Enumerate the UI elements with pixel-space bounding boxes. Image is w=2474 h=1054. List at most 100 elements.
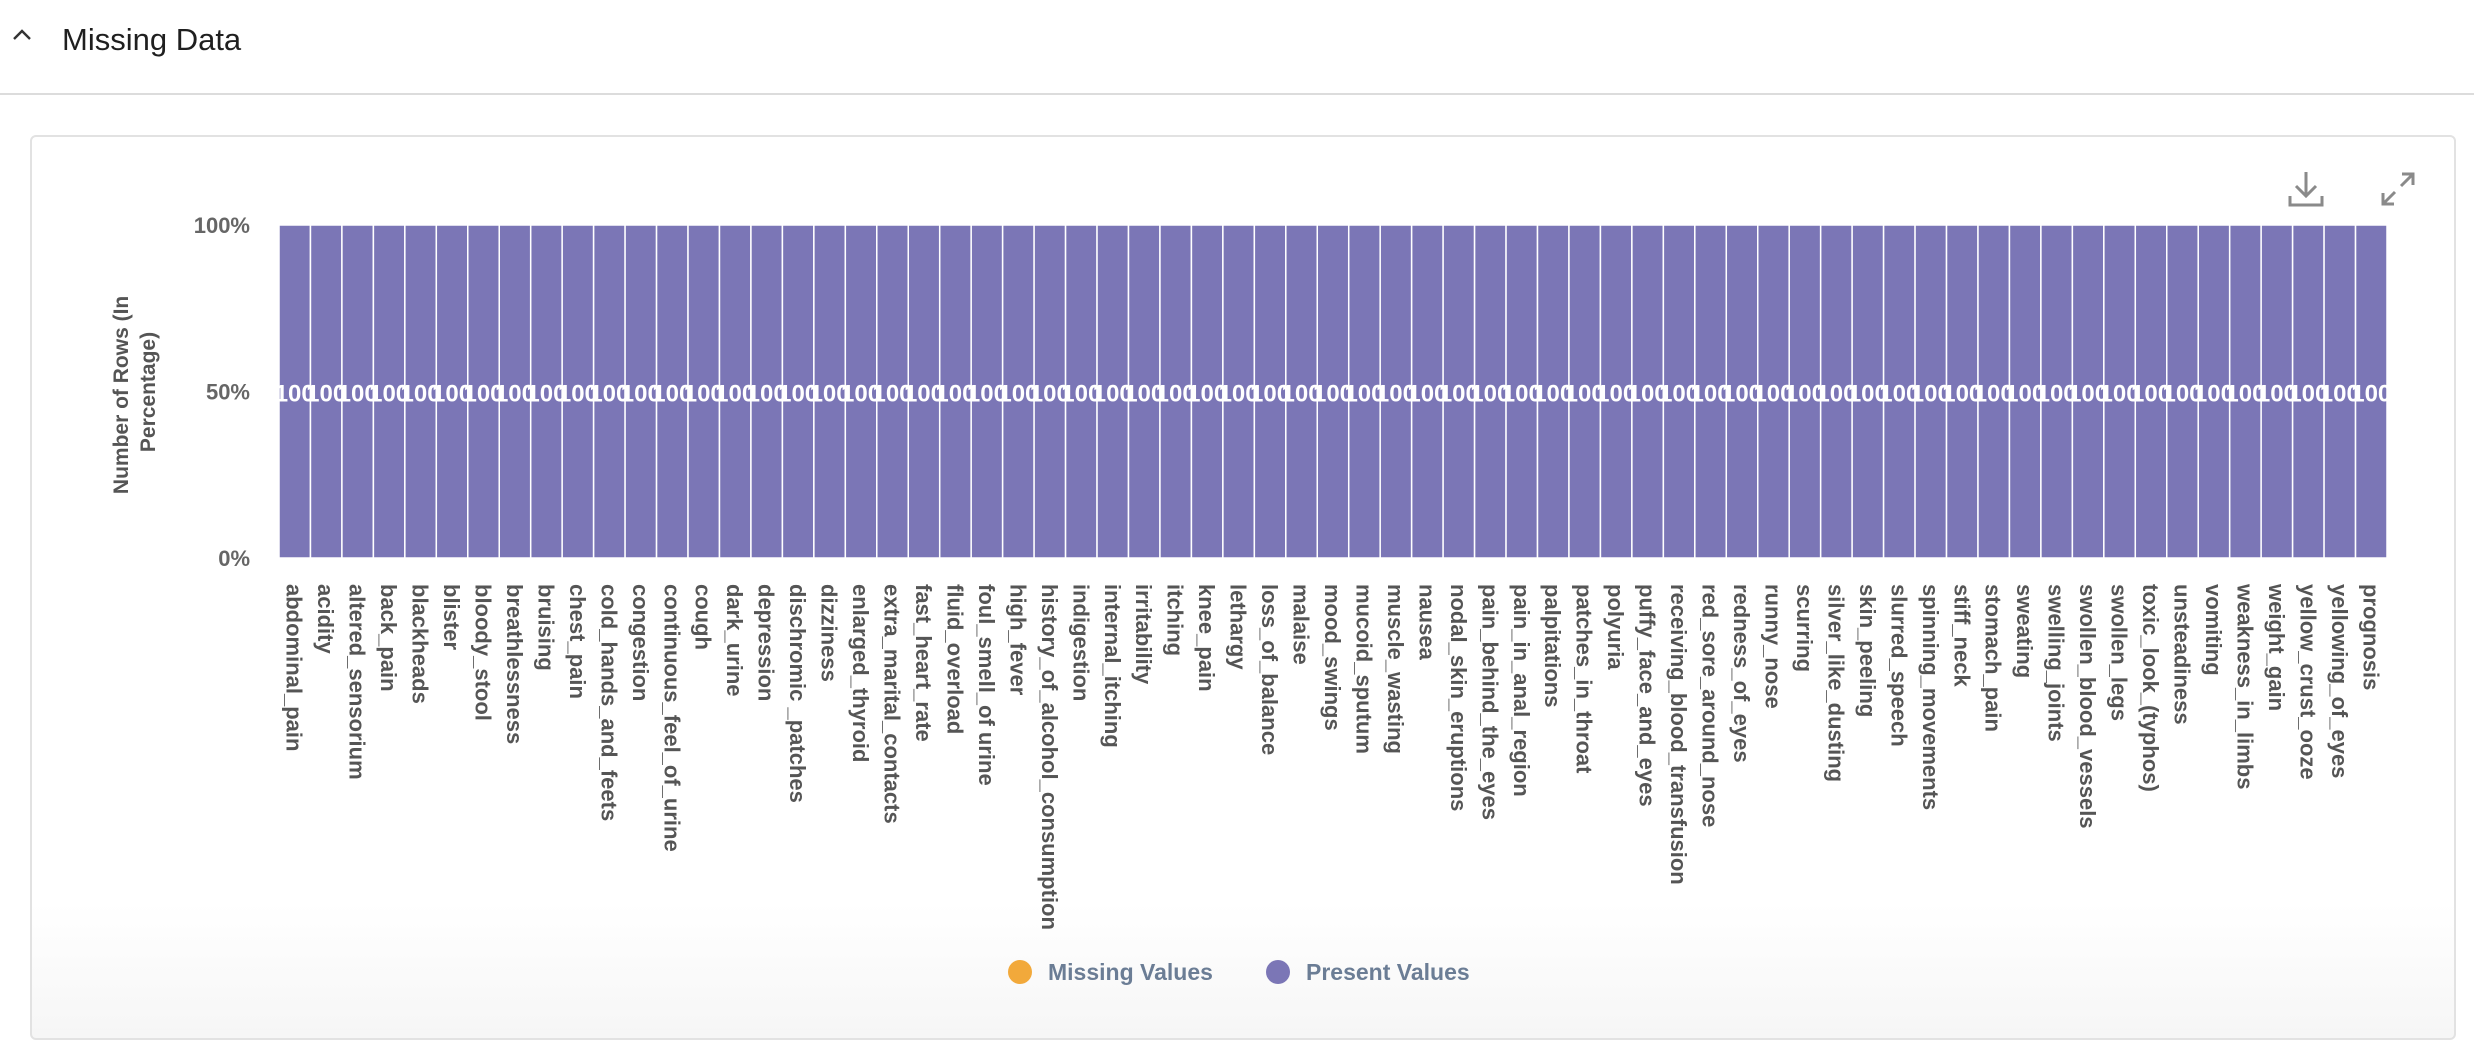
bar-present[interactable] — [781, 224, 815, 559]
bar-data-label: 100 — [1911, 381, 1951, 408]
bar-present[interactable] — [1851, 224, 1885, 559]
section-header: Missing Data — [0, 0, 2474, 95]
bar-present[interactable] — [1222, 224, 1256, 559]
bar-present[interactable] — [1945, 224, 1979, 559]
x-tick-label: pain_behind_the_eyes — [1477, 584, 1502, 820]
bar-present[interactable] — [1819, 224, 1853, 559]
bar-present[interactable] — [2291, 224, 2325, 559]
bar-present[interactable] — [1442, 224, 1476, 559]
bar-present[interactable] — [2354, 224, 2388, 559]
x-tick-label: stiff_neck — [1949, 584, 1974, 687]
bar-data-label: 100 — [1376, 381, 1416, 408]
bar-data-label: 100 — [1879, 381, 1919, 408]
bar-present[interactable] — [1064, 224, 1098, 559]
bar-present[interactable] — [2166, 224, 2199, 559]
bar-present[interactable] — [687, 224, 721, 559]
bar-present[interactable] — [372, 224, 406, 559]
bar-present[interactable] — [1285, 224, 1319, 559]
bar-data-label: 100 — [747, 381, 787, 408]
chevron-up-icon[interactable] — [8, 20, 38, 50]
bar-present[interactable] — [813, 224, 847, 559]
bar-present[interactable] — [2323, 224, 2357, 559]
x-tick-label: yellow_crust_ooze — [2295, 584, 2320, 780]
x-tick-label: chest_pain — [565, 584, 590, 699]
bar-data-label: 100 — [872, 381, 912, 408]
bar-present[interactable] — [1127, 224, 1161, 559]
x-tick-label: slurred_speech — [1886, 584, 1911, 747]
x-tick-label: altered_sensorium — [345, 584, 370, 780]
legend-item-present[interactable]: Present Values — [1266, 952, 1470, 992]
bar-present[interactable] — [2134, 224, 2168, 559]
x-tick-label: indigestion — [1068, 584, 1093, 701]
bar-data-label: 100 — [2288, 381, 2328, 408]
legend-dot-present — [1266, 960, 1290, 984]
bar-present[interactable] — [1347, 224, 1381, 559]
bar-data-label: 100 — [1344, 381, 1384, 408]
bar-data-label: 100 — [2257, 381, 2297, 408]
download-icon[interactable] — [2283, 166, 2329, 212]
bar-data-label: 100 — [2225, 381, 2265, 408]
bar-present[interactable] — [1725, 224, 1759, 559]
bar-present[interactable] — [1096, 224, 1130, 559]
bar-present[interactable] — [1190, 224, 1224, 559]
bar-present[interactable] — [1882, 224, 1916, 559]
bar-data-label: 100 — [526, 381, 566, 408]
bar-present[interactable] — [876, 224, 910, 559]
bar-present[interactable] — [2040, 224, 2074, 559]
bar-data-label: 100 — [1691, 381, 1731, 408]
x-tick-label: runny_nose — [1760, 584, 1785, 709]
x-tick-label: bruising — [533, 584, 558, 671]
expand-icon[interactable] — [2375, 166, 2421, 212]
bar-present[interactable] — [2071, 224, 2105, 559]
bar-present[interactable] — [1253, 224, 1287, 559]
x-tick-label: fluid_overload — [942, 584, 967, 734]
bar-present[interactable] — [2103, 224, 2137, 559]
bar-present[interactable] — [624, 224, 658, 559]
legend-label-missing: Missing Values — [1048, 958, 1213, 985]
bar-present[interactable] — [1914, 224, 1948, 559]
bar-present[interactable] — [1662, 224, 1696, 559]
bar-present[interactable] — [970, 224, 1004, 559]
bar-present[interactable] — [1316, 224, 1350, 559]
x-tick-label: irritability — [1131, 584, 1156, 685]
bar-present[interactable] — [309, 224, 343, 559]
bar-data-label: 100 — [1313, 381, 1353, 408]
bar-present[interactable] — [1599, 224, 1633, 559]
bar-present[interactable] — [1536, 224, 1570, 559]
bar-present[interactable] — [1410, 224, 1444, 559]
bar-present[interactable] — [2197, 224, 2231, 559]
bar-present[interactable] — [341, 224, 375, 559]
bar-present[interactable] — [2260, 224, 2294, 559]
bar-present[interactable] — [844, 224, 878, 559]
x-tick-label: bloody_stool — [471, 584, 496, 721]
x-tick-label: mood_swings — [1320, 584, 1345, 731]
legend-dot-missing — [1008, 960, 1032, 984]
x-tick-label: loss_of_balance — [1257, 584, 1282, 755]
bar-present[interactable] — [1001, 224, 1035, 559]
bar-present[interactable] — [718, 224, 752, 559]
bar-data-label: 100 — [1156, 381, 1196, 408]
x-tick-label: knee_pain — [1194, 584, 1219, 692]
bar-present[interactable] — [2008, 224, 2042, 559]
bar-present[interactable] — [1505, 224, 1539, 559]
bar-present[interactable] — [1756, 224, 1790, 559]
bar-present[interactable] — [907, 224, 941, 559]
x-tick-label: pain_in_anal_region — [1509, 584, 1534, 797]
bar-present[interactable] — [1473, 224, 1507, 559]
x-tick-label: polyuria — [1603, 584, 1628, 670]
legend-item-missing[interactable]: Missing Values — [1008, 952, 1213, 992]
x-tick-label: dischromic _patches — [785, 584, 810, 803]
x-tick-label: weakness_in_limbs — [2232, 583, 2257, 789]
bar-present[interactable] — [529, 224, 563, 559]
bar-present[interactable] — [592, 224, 626, 559]
x-tick-label: dizziness — [817, 584, 842, 682]
bar-present[interactable] — [2228, 224, 2262, 559]
bar-present[interactable] — [938, 224, 972, 559]
bar-present[interactable] — [278, 224, 312, 559]
bar-data-label: 100 — [2194, 381, 2234, 408]
bar-present[interactable] — [467, 224, 500, 559]
bar-data-label: 100 — [338, 381, 378, 408]
legend-label-present: Present Values — [1306, 958, 1470, 985]
x-tick-label: fast_heart_rate — [911, 584, 936, 742]
